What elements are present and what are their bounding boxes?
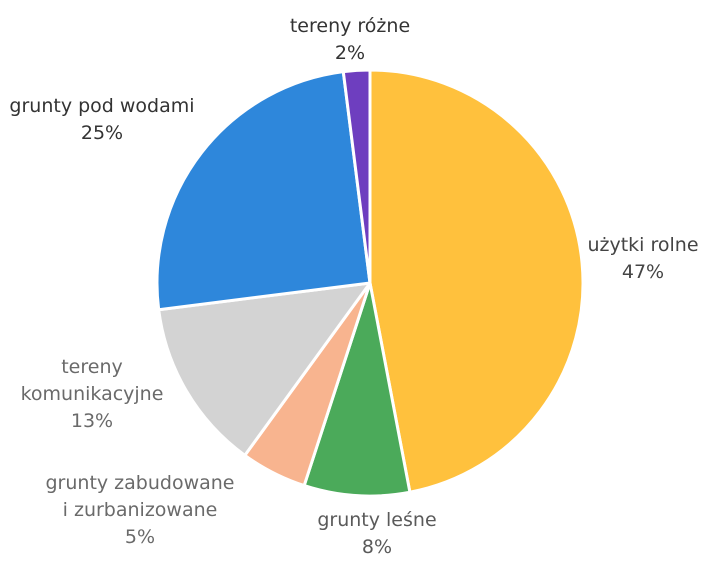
- label-text: grunty leśne: [317, 509, 437, 531]
- label-grunty-pod-wodami: grunty pod wodami 25%: [2, 93, 202, 147]
- pie-slice-tereny-rozne: [341, 68, 372, 285]
- label-value: 2%: [334, 42, 366, 64]
- label-value: 25%: [80, 122, 124, 144]
- pie-slice-grunty-pod-wodami: [155, 70, 372, 312]
- label-tereny-komunikacyjne: tereny komunikacyjne 13%: [14, 354, 170, 435]
- label-value: 13%: [70, 410, 114, 432]
- label-text: grunty pod wodami: [9, 95, 195, 117]
- label-text: tereny różne: [289, 15, 411, 37]
- label-uzytki-rolne: użytki rolne 47%: [583, 232, 703, 286]
- label-value: 8%: [361, 536, 393, 558]
- pie-slice-grunty-lesne: [302, 281, 412, 498]
- label-text: użytki rolne: [587, 234, 699, 256]
- pie-chart: [155, 68, 585, 498]
- label-text: komunikacyjne: [20, 383, 164, 405]
- pie-slice-uzytki-rolne: [368, 68, 585, 494]
- label-tereny-rozne: tereny różne 2%: [280, 13, 420, 67]
- label-value: 5%: [124, 526, 156, 548]
- pie-slice-tereny-komunikacyjne: [157, 281, 372, 457]
- label-value: 47%: [621, 261, 665, 283]
- label-grunty-zabudowane: grunty zabudowane i zurbanizowane 5%: [34, 470, 246, 551]
- label-text: i zurbanizowane: [62, 499, 218, 521]
- label-grunty-lesne: grunty leśne 8%: [312, 507, 442, 561]
- label-text: grunty zabudowane: [45, 472, 235, 494]
- label-text: tereny: [61, 356, 123, 378]
